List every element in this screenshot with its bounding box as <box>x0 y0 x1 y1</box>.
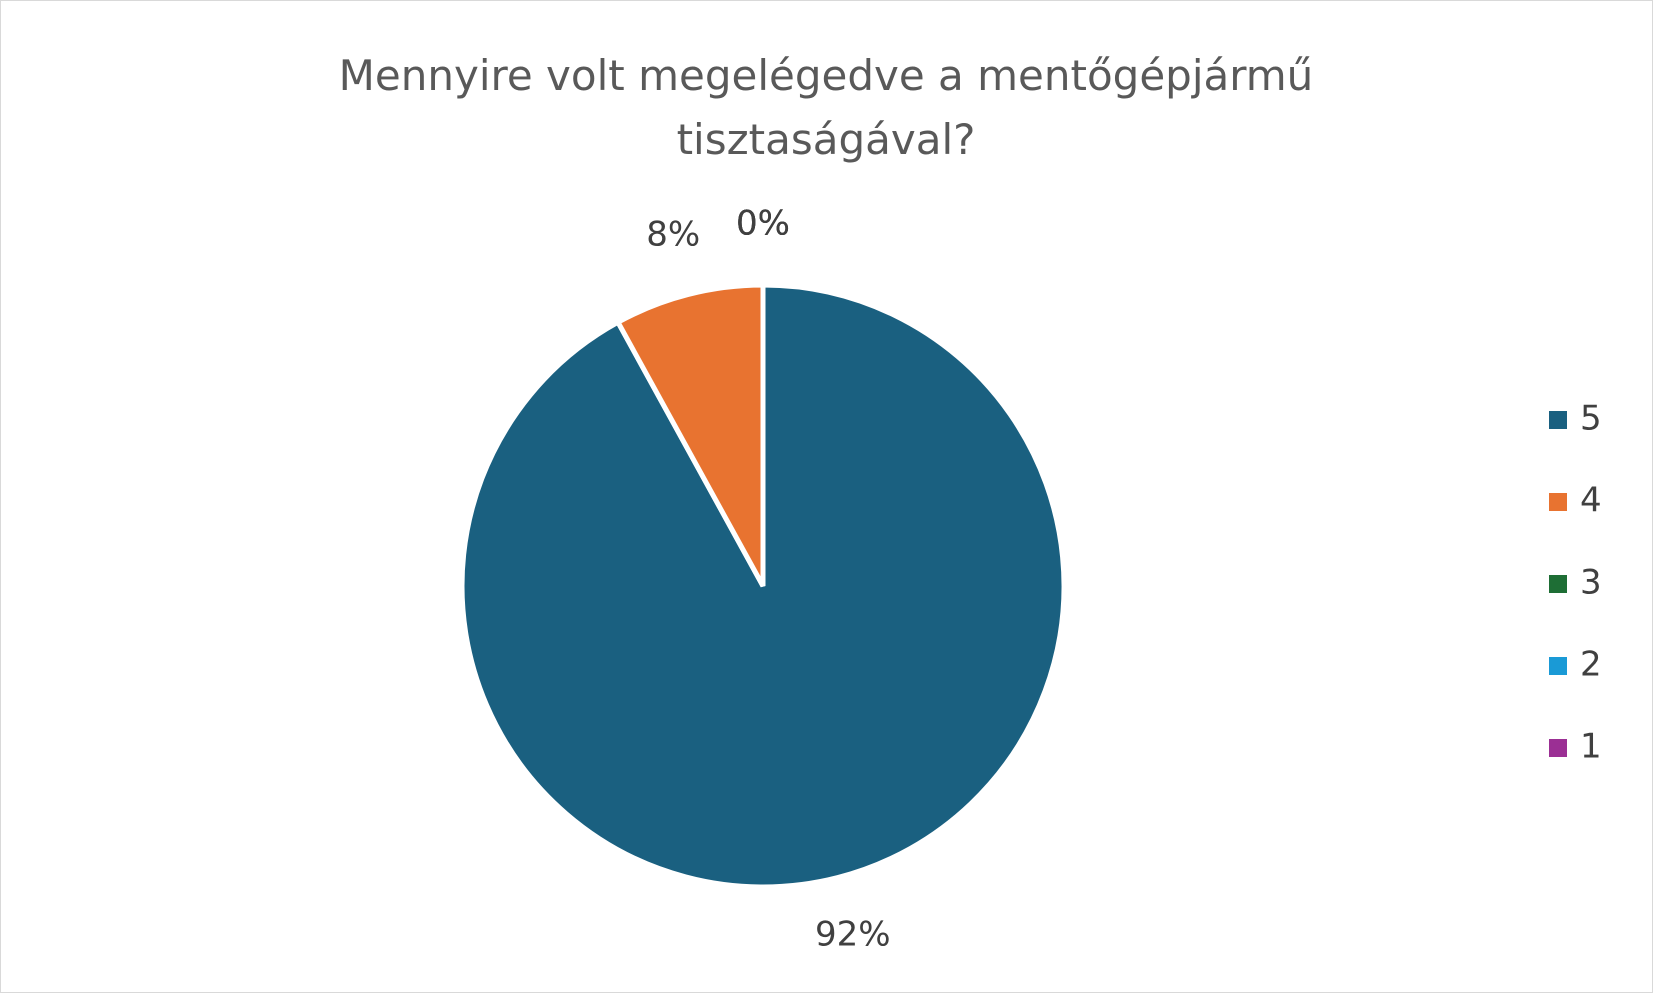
data-label: 0% <box>736 203 790 243</box>
data-label: 8% <box>646 215 700 255</box>
legend-label: 3 <box>1580 563 1602 603</box>
chart-title: Mennyire volt megelégedve a mentőgépjárm… <box>338 51 1314 164</box>
legend-label: 2 <box>1580 645 1602 685</box>
legend-swatch <box>1549 411 1567 429</box>
pie-slice <box>614 282 766 588</box>
data-label: 92% <box>815 914 891 954</box>
data-label: 0% <box>736 203 790 243</box>
legend-swatch <box>1549 657 1567 675</box>
legend-label: 1 <box>1580 727 1602 767</box>
data-label: 0% <box>736 203 790 243</box>
legend-swatch <box>1549 575 1567 593</box>
legend-label: 5 <box>1580 399 1602 439</box>
legend-swatch <box>1549 739 1567 757</box>
legend-label: 4 <box>1580 481 1602 521</box>
legend-swatch <box>1549 493 1567 511</box>
